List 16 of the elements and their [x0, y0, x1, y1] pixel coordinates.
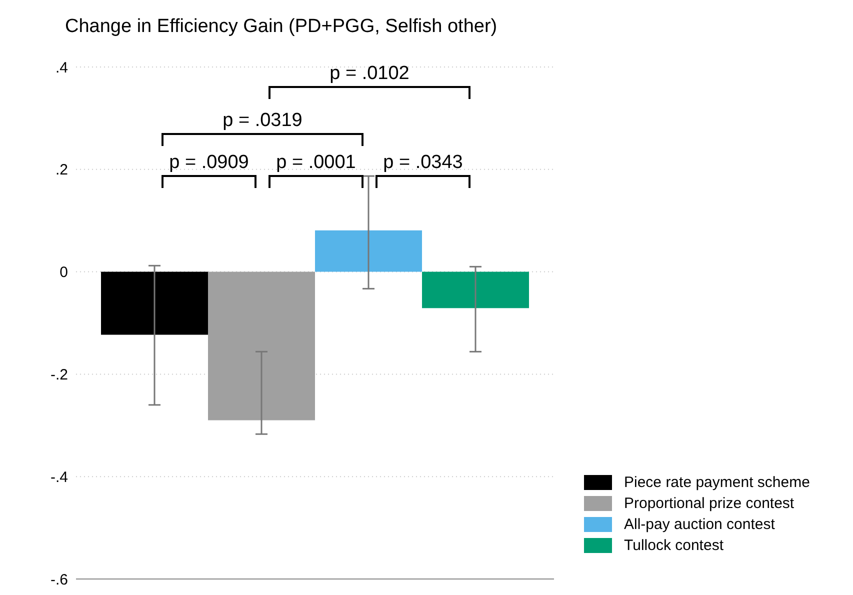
y-tick-label: .4 — [55, 59, 68, 76]
annotation: p = .0343 — [383, 152, 463, 173]
annotation: p = .0319 — [222, 110, 302, 131]
annotation: p = .0001 — [276, 152, 356, 173]
y-tick-label: -.2 — [50, 366, 68, 384]
annotation: p = .0909 — [169, 152, 249, 173]
legend-label: Tullock contest — [624, 537, 724, 554]
y-tick-label: 0 — [60, 264, 68, 282]
y-tick-label: -.6 — [50, 571, 68, 588]
annotation: p = .0102 — [330, 63, 410, 84]
legend-label: All-pay auction contest — [624, 516, 775, 533]
y-tick-label: .2 — [55, 162, 68, 179]
chart-title: Change in Efficiency Gain (PD+PGG, Selfish other) — [65, 16, 498, 38]
legend-label: Piece rate payment scheme — [624, 474, 810, 491]
legend-label: Proportional prize contest — [624, 495, 794, 512]
y-tick-label: -.4 — [50, 468, 68, 486]
